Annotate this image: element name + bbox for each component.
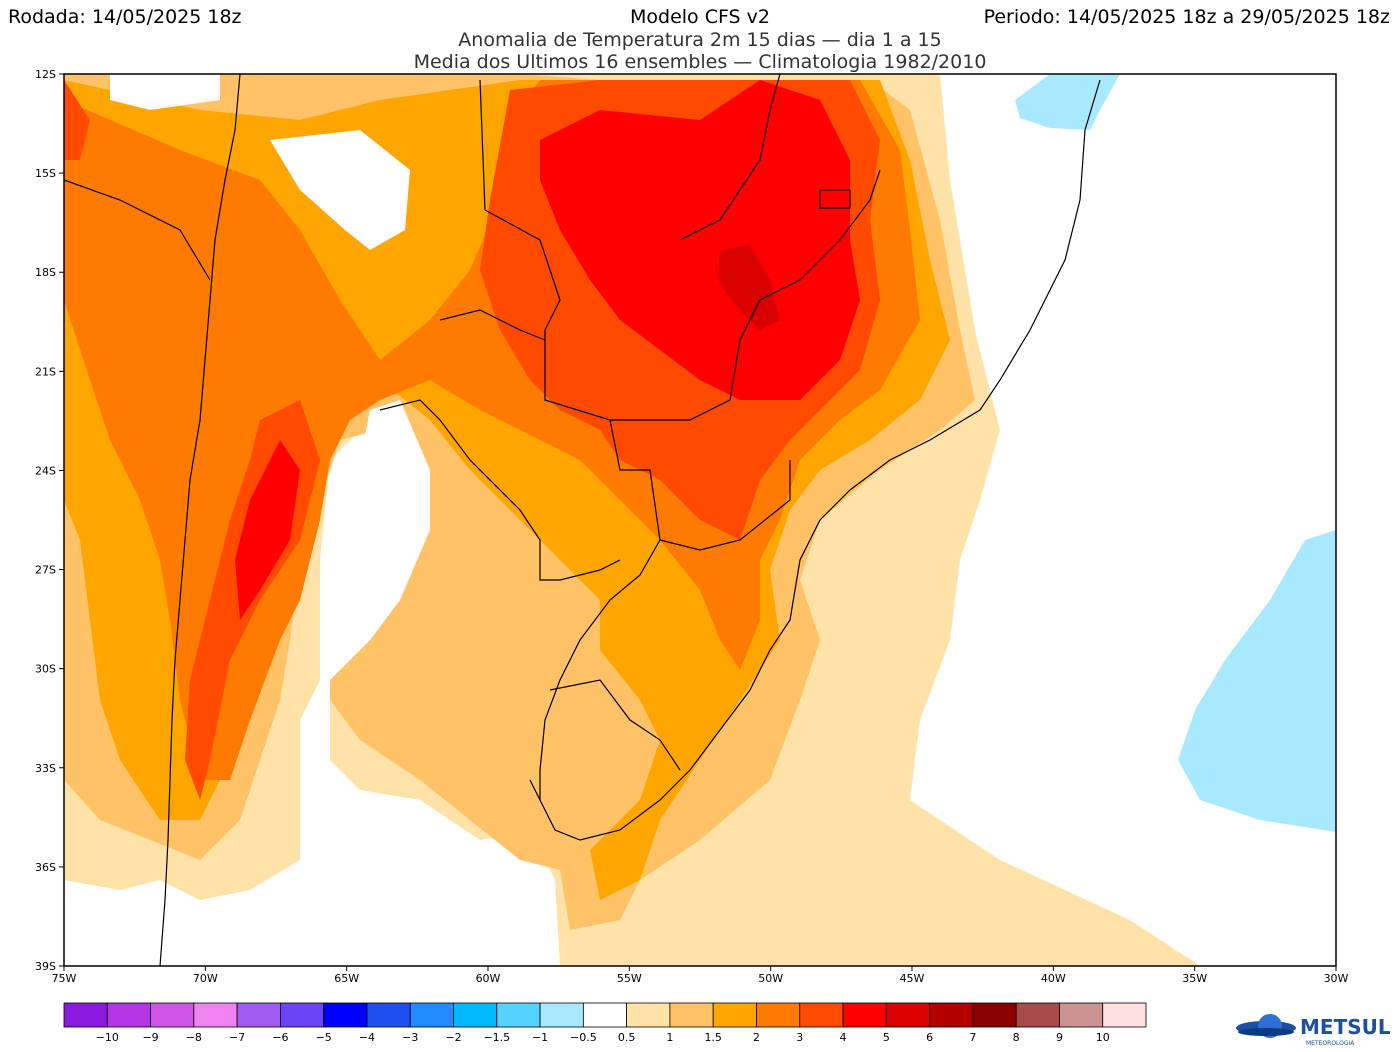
colorbar-label: 0.5 — [618, 1031, 636, 1044]
colorbar-swatch — [669, 1002, 714, 1028]
plot-frame — [63, 73, 1337, 967]
lat-tick-label: 30S — [35, 663, 56, 676]
colorbar-label: −6 — [272, 1031, 288, 1044]
lat-tick-label: 12S — [35, 68, 56, 81]
colorbar-label: −0.5 — [570, 1031, 597, 1044]
colorbar-label: −9 — [142, 1031, 158, 1044]
colorbar-label: 1 — [666, 1031, 673, 1044]
subtitle-anomaly: Anomalia de Temperatura 2m 15 dias — dia… — [458, 29, 942, 51]
colorbar-swatch — [799, 1002, 844, 1028]
colorbar-swatch — [409, 1002, 454, 1028]
colorbar-label: 8 — [1013, 1031, 1020, 1044]
logo-subtext: METEOROLOGIA — [1306, 1040, 1355, 1047]
colorbar-swatch — [106, 1002, 151, 1028]
colorbar-swatch — [712, 1002, 757, 1028]
anomaly-zone-neutral-north — [110, 74, 410, 250]
colorbar-label: −8 — [186, 1031, 202, 1044]
colorbar-label: −1.5 — [483, 1031, 510, 1044]
lon-tick-label: 35W — [1182, 972, 1207, 985]
lon-tick-label: 70W — [193, 972, 218, 985]
colorbar-swatch — [150, 1002, 195, 1028]
longitude-axis: 75W 70W 65W 60W 55W 50W 45W 40W 35W 30W — [52, 966, 1349, 985]
colorbar-label: 1.5 — [704, 1031, 722, 1044]
colorbar-swatch — [1102, 1002, 1147, 1028]
colorbar-label: 9 — [1056, 1031, 1063, 1044]
run-label: Rodada: 14/05/2025 18z — [8, 6, 242, 28]
colorbar-swatch — [366, 1002, 411, 1028]
lat-tick-label: 18S — [35, 266, 56, 279]
lat-tick-label: 15S — [35, 167, 56, 180]
colorbar-swatch — [1059, 1002, 1104, 1028]
colorbar-swatch — [236, 1002, 281, 1028]
lat-tick-label: 24S — [35, 464, 56, 477]
lat-tick-label: 33S — [35, 762, 56, 775]
colorbar-swatch — [453, 1002, 498, 1028]
lon-tick-label: 45W — [900, 972, 925, 985]
anomaly-zone-cold-east — [1178, 530, 1336, 832]
anomaly-zone-neutral-interior — [325, 400, 430, 680]
anomaly-zone-cold-north — [1015, 74, 1120, 130]
colorbar-label: −1 — [532, 1031, 548, 1044]
anomaly-zone-dark-red — [718, 245, 780, 330]
colorbar-swatch — [323, 1002, 368, 1028]
colorbar-label: 6 — [926, 1031, 933, 1044]
anomaly-field — [64, 74, 1336, 966]
colorbar-swatch — [842, 1002, 887, 1028]
colorbar-label: 2 — [753, 1031, 760, 1044]
colorbar-swatch — [626, 1002, 671, 1028]
colorbar-label: −10 — [96, 1031, 119, 1044]
metsul-logo: METSUL METEOROLOGIA — [1236, 1014, 1391, 1047]
lon-tick-label: 40W — [1041, 972, 1066, 985]
colorbar-label: −3 — [402, 1031, 418, 1044]
colorbar-swatch — [63, 1002, 108, 1028]
colorbar-label: 5 — [883, 1031, 890, 1044]
colorbar-swatch — [885, 1002, 931, 1028]
colorbar-swatch — [972, 1002, 1017, 1028]
period-label: Periodo: 14/05/2025 18z a 29/05/2025 18z — [983, 6, 1390, 28]
colorbar-swatch — [582, 1002, 628, 1028]
lon-tick-label: 50W — [758, 972, 783, 985]
lat-tick-label: 27S — [35, 564, 56, 577]
colorbar-swatch — [756, 1002, 801, 1028]
lon-tick-label: 60W — [476, 972, 501, 985]
colorbar-label: −7 — [229, 1031, 245, 1044]
anomaly-zone-red — [235, 80, 860, 620]
colorbar-swatch — [193, 1002, 238, 1028]
lat-tick-label: 39S — [35, 960, 56, 973]
colorbar-swatch — [279, 1002, 325, 1028]
colorbar-label: −2 — [445, 1031, 461, 1044]
lat-tick-label: 21S — [35, 365, 56, 378]
lat-tick-label: 36S — [35, 861, 56, 874]
lon-tick-label: 55W — [617, 972, 642, 985]
model-label: Modelo CFS v2 — [629, 6, 770, 28]
subtitle-ensembles: Media dos Ultimos 16 ensembles — Climato… — [413, 51, 987, 73]
colorbar-label: −4 — [359, 1031, 375, 1044]
colorbar-swatch — [496, 1002, 541, 1028]
logo-text: METSUL — [1300, 1015, 1391, 1039]
lon-tick-label: 65W — [334, 972, 359, 985]
colorbar-label: 4 — [840, 1031, 847, 1044]
colorbar-label: 7 — [969, 1031, 976, 1044]
colorbar-swatch — [539, 1002, 584, 1028]
latitude-axis: 12S 15S 18S 21S 24S 27S 30S 33S 36S 39S — [35, 68, 64, 973]
colorbar — [63, 1002, 1147, 1028]
colorbar-label: 10 — [1096, 1031, 1110, 1044]
lon-tick-label: 30W — [1324, 972, 1349, 985]
colorbar-swatch — [929, 1002, 974, 1028]
colorbar-labels: −10 −9 −8 −7 −6 −5 −4 −3 −2 −1.5 −1 −0.5 0.5 1 1.5 2 3 4 5… — [96, 1031, 1110, 1044]
colorbar-label: −5 — [316, 1031, 332, 1044]
colorbar-swatch — [1015, 1002, 1060, 1028]
colorbar-label: 3 — [796, 1031, 803, 1044]
lon-tick-label: 75W — [52, 972, 77, 985]
coastline-borders — [64, 74, 1101, 966]
